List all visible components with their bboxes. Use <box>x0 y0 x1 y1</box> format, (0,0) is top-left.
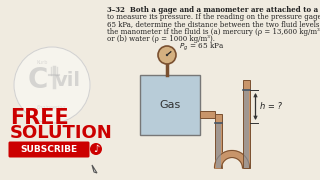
Text: SOLUTION: SOLUTION <box>10 124 113 142</box>
Bar <box>244 90 249 168</box>
Text: $P_g$ = 65 kPa: $P_g$ = 65 kPa <box>179 41 224 53</box>
Text: Kurb: Kurb <box>36 60 48 66</box>
Text: Gas: Gas <box>159 100 180 110</box>
Text: Engineering: Engineering <box>37 105 67 109</box>
FancyBboxPatch shape <box>9 141 90 158</box>
Text: C: C <box>28 66 48 94</box>
Text: ♪: ♪ <box>93 144 99 154</box>
Circle shape <box>90 143 102 155</box>
Text: or (b) water (ρ = 1000 kg/m³).: or (b) water (ρ = 1000 kg/m³). <box>107 35 215 43</box>
Text: 3–32  Both a gage and a manometer are attached to a gas tank: 3–32 Both a gage and a manometer are att… <box>107 6 320 14</box>
Text: 65 kPa, determine the distance between the two fluid levels of: 65 kPa, determine the distance between t… <box>107 20 320 28</box>
Text: vil: vil <box>55 71 81 89</box>
Text: SUBSCRIBE: SUBSCRIBE <box>20 145 77 154</box>
Text: FREE: FREE <box>10 108 69 128</box>
Text: to measure its pressure. If the reading on the pressure gage is: to measure its pressure. If the reading … <box>107 13 320 21</box>
Polygon shape <box>92 165 97 173</box>
Circle shape <box>158 46 176 64</box>
Bar <box>200 111 214 118</box>
Circle shape <box>14 47 90 123</box>
Text: the manometer if the fluid is (a) mercury (ρ = 13,600 kg/m³): the manometer if the fluid is (a) mercur… <box>107 28 320 36</box>
Bar <box>214 114 221 168</box>
Polygon shape <box>214 150 250 168</box>
Circle shape <box>166 54 168 56</box>
Bar <box>243 80 250 168</box>
Bar <box>140 75 200 135</box>
Bar <box>215 123 220 168</box>
Text: h = ?: h = ? <box>260 102 282 111</box>
